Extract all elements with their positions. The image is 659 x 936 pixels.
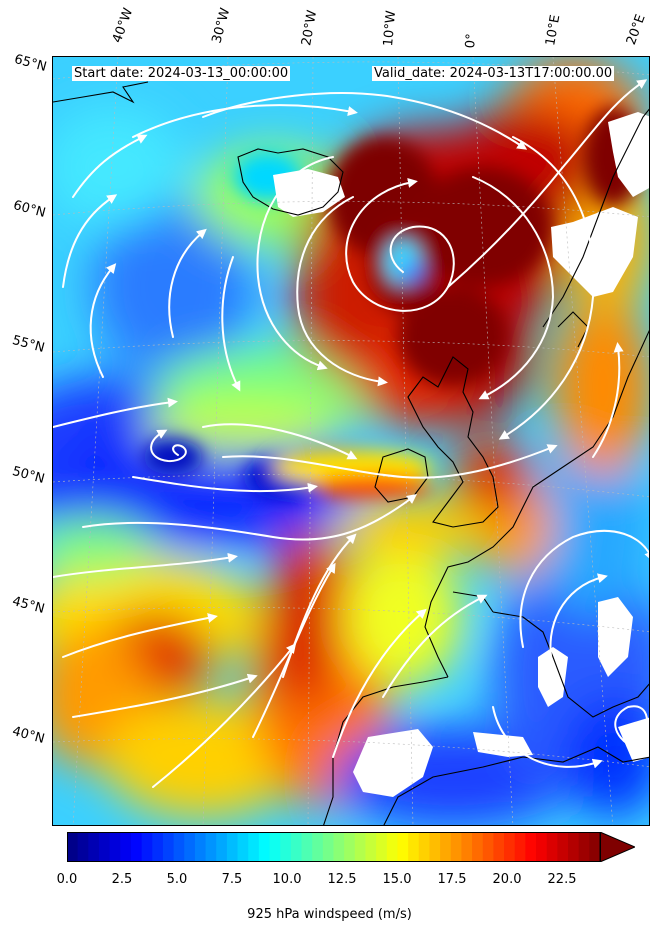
start-date-label: Start date: 2024-03-13_00:00:00 bbox=[72, 66, 291, 81]
colorbar-cell bbox=[162, 832, 175, 862]
lat-label-40n: 40°N bbox=[10, 724, 47, 747]
colorbar-cell bbox=[493, 832, 505, 862]
colorbar-cell bbox=[205, 832, 217, 862]
lon-label-20e: 20°E bbox=[623, 12, 649, 48]
streamlines bbox=[53, 79, 649, 788]
colorbar-cell bbox=[461, 832, 473, 862]
colorbar-cell bbox=[344, 832, 356, 862]
lon-label-20w: 20°W bbox=[299, 9, 321, 48]
colorbar-cell bbox=[280, 832, 292, 862]
colorbar-cell bbox=[450, 832, 463, 862]
colorbar-tick-1: 2.5 bbox=[111, 872, 133, 887]
colorbar-cell bbox=[514, 832, 526, 862]
colorbar-cell bbox=[290, 832, 303, 862]
windspeed-map bbox=[53, 57, 649, 825]
valid-date-label: Valid_date: 2024-03-13T17:00:00.00 bbox=[372, 66, 615, 81]
lat-label-60n: 60°N bbox=[11, 198, 48, 221]
colorbar-tick-3: 7.5 bbox=[221, 872, 243, 887]
colorbar-cell bbox=[322, 832, 335, 862]
colorbar-tick-0: 0.0 bbox=[56, 872, 78, 887]
colorbar-cell bbox=[354, 832, 367, 862]
colorbar-cell bbox=[77, 832, 89, 862]
colorbar-cell bbox=[386, 832, 399, 862]
colorbar-cell bbox=[88, 832, 100, 862]
colorbar-cell bbox=[546, 832, 558, 862]
colorbar-tick-6: 15.0 bbox=[382, 872, 412, 887]
colorbar-cell bbox=[589, 832, 601, 862]
colorbar-cell bbox=[440, 832, 452, 862]
colorbar-tick-8: 20.0 bbox=[492, 872, 522, 887]
colorbar-cell bbox=[184, 832, 196, 862]
colorbar-cells bbox=[67, 832, 601, 862]
colorbar bbox=[67, 832, 635, 862]
colorbar-tick-7: 17.5 bbox=[437, 872, 467, 887]
lon-label-0: 0° bbox=[463, 32, 480, 49]
colorbar-tick-2: 5.0 bbox=[166, 872, 188, 887]
colorbar-cell bbox=[237, 832, 249, 862]
map-panel bbox=[52, 56, 650, 826]
colorbar-cell bbox=[194, 832, 207, 862]
colorbar-cell bbox=[376, 832, 388, 862]
colorbar-cell bbox=[258, 832, 271, 862]
colorbar-cell bbox=[557, 832, 569, 862]
colorbar-cell bbox=[152, 832, 164, 862]
colorbar-cell bbox=[418, 832, 431, 862]
lon-label-30w: 30°W bbox=[209, 6, 234, 45]
colorbar-cell bbox=[365, 832, 377, 862]
colorbar-cell bbox=[98, 832, 111, 862]
lon-label-10w: 10°W bbox=[381, 9, 400, 47]
colorbar-cell bbox=[408, 832, 420, 862]
storm-core-detail bbox=[143, 107, 643, 499]
colorbar-cell bbox=[67, 832, 79, 862]
colorbar-frame bbox=[67, 832, 601, 862]
colorbar-cell bbox=[120, 832, 132, 862]
colorbar-tick-4: 10.0 bbox=[272, 872, 302, 887]
colorbar-cell bbox=[397, 832, 409, 862]
colorbar-cell bbox=[578, 832, 590, 862]
colorbar-cell bbox=[312, 832, 324, 862]
colorbar-cell bbox=[173, 832, 185, 862]
colorbar-tick-9: 22.5 bbox=[547, 872, 577, 887]
colorbar-cell bbox=[568, 832, 580, 862]
colorbar-cell bbox=[333, 832, 345, 862]
lon-label-40w: 40°W bbox=[109, 6, 137, 45]
lat-label-55n: 55°N bbox=[10, 333, 47, 356]
colorbar-cell bbox=[472, 832, 484, 862]
colorbar-cell bbox=[301, 832, 313, 862]
colorbar-cell bbox=[248, 832, 260, 862]
colorbar-cell bbox=[109, 832, 121, 862]
colorbar-cell bbox=[141, 832, 153, 862]
colorbar-extend-arrow bbox=[599, 832, 635, 862]
colorbar-tick-5: 12.5 bbox=[327, 872, 357, 887]
lat-label-45n: 45°N bbox=[10, 594, 47, 617]
colorbar-cell bbox=[130, 832, 143, 862]
colorbar-cell bbox=[525, 832, 537, 862]
masked-areas bbox=[273, 112, 649, 797]
colorbar-label: 925 hPa windspeed (m/s) bbox=[247, 907, 412, 922]
colorbar-cell bbox=[482, 832, 494, 862]
colorbar-cell bbox=[269, 832, 281, 862]
colorbar-cell bbox=[504, 832, 516, 862]
colorbar-cell bbox=[429, 832, 441, 862]
colorbar-cell bbox=[216, 832, 228, 862]
lat-label-50n: 50°N bbox=[10, 464, 47, 487]
lon-label-10e: 10°E bbox=[543, 13, 564, 47]
colorbar-cell bbox=[226, 832, 239, 862]
lat-label-65n: 65°N bbox=[12, 52, 49, 75]
colorbar-cell bbox=[536, 832, 548, 862]
